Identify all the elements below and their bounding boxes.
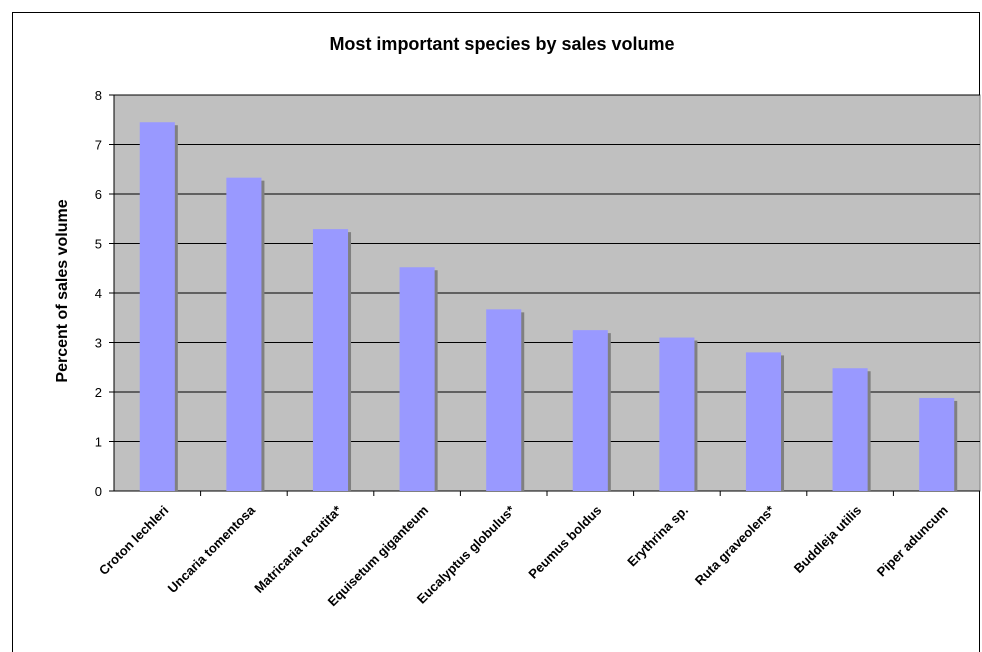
x-tick-label: Peumus boldus [525,503,604,582]
x-tick-label: Croton lechleri [96,503,171,578]
bar-10 [919,397,955,491]
y-tick-label: 7 [95,138,102,153]
x-tick-label: Buddleja utilis [791,503,864,576]
y-tick-label: 4 [95,286,102,301]
bar-4 [399,267,435,491]
y-tick-label: 8 [95,88,102,103]
bar-5 [486,309,522,491]
bar-3 [312,229,349,491]
y-tick-label: 0 [95,484,102,499]
y-tick-label: 1 [95,435,102,450]
x-tick-label: Matricaria recutita* [251,502,345,596]
bar-9 [832,368,868,491]
bar-2 [226,177,262,492]
y-tick-label: 6 [95,187,102,202]
bar-6 [572,330,608,491]
y-axis-label: Percent of sales volume [54,199,71,382]
bar-7 [659,337,695,491]
y-tick-label: 3 [95,336,102,351]
bar-8 [745,352,782,491]
x-tick-label: Eucalyptus globulus* [414,502,519,607]
x-tick-label: Ruta graveolens* [692,502,778,588]
y-tick-label: 2 [95,385,102,400]
chart-title: Most important species by sales volume [329,34,674,54]
x-tick-label: Piper aduncum [874,503,951,580]
x-tick-label: Erythrina sp. [624,503,691,570]
bar-1 [139,122,175,491]
y-tick-label: 5 [95,237,102,252]
x-tick-label: Uncaria tomentosa [165,502,259,596]
